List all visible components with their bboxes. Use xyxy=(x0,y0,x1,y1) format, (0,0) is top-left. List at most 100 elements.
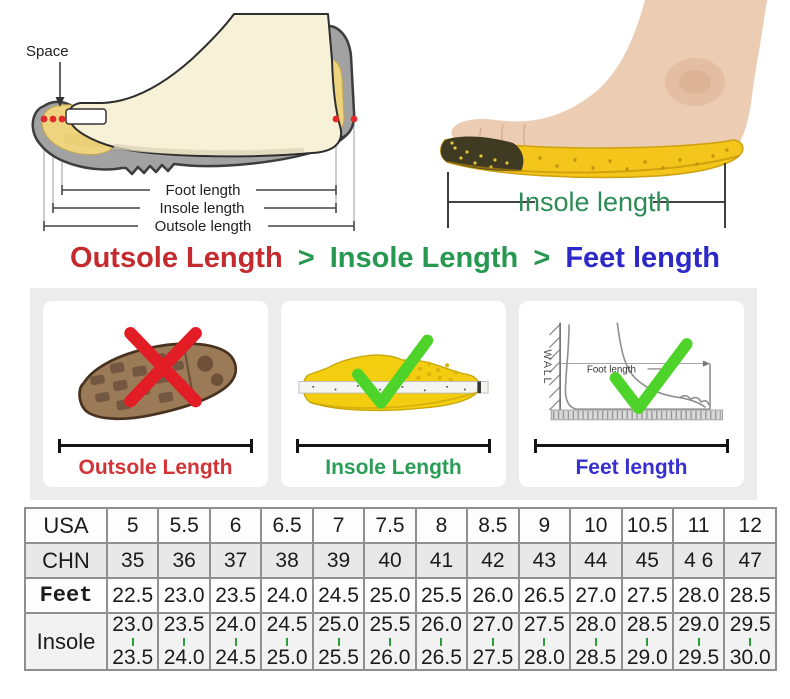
red-marker-dots xyxy=(40,115,358,123)
size-cell-insole: 29.5 30.0 xyxy=(723,611,777,672)
comparison-heading: Outsole Length > Insole Length > Feet le… xyxy=(0,242,790,275)
red-cross-icon xyxy=(124,326,202,408)
heading-outsole: Outsole Length xyxy=(70,242,283,274)
size-cell-feet: 27.5 xyxy=(620,577,674,614)
size-table-body: USA 5 5.5 6 6.5 7 7.5 8 8.5 9 10 10.5 11 12 CHN 35 36 37 3… xyxy=(24,507,777,672)
range-bar xyxy=(131,637,134,646)
foot-shape xyxy=(67,13,343,158)
size-cell-insole: 24.0 24.5 xyxy=(208,611,263,672)
size-cell-chn: 41 xyxy=(414,542,469,579)
size-cell-usa: 10 xyxy=(569,507,623,544)
size-cell-feet: 27.0 xyxy=(569,577,623,614)
size-cell-chn: 39 xyxy=(311,542,366,579)
photo-insole-length-caption: Insole length xyxy=(517,187,670,217)
size-cell-chn: 42 xyxy=(466,542,520,579)
size-cell-chn: 47 xyxy=(723,542,777,579)
greater-than-sign: > xyxy=(533,242,551,274)
size-cell-usa: 6.5 xyxy=(260,507,314,544)
range-bar xyxy=(183,637,186,646)
range-bar xyxy=(749,637,752,646)
size-cell-feet: 23.5 xyxy=(208,577,263,614)
outsole-length-label: Outsole length xyxy=(155,218,252,235)
panel-outsole: Outsole Length xyxy=(43,301,268,487)
insole-side-illustration xyxy=(298,334,489,412)
size-cell-chn: 43 xyxy=(517,542,572,579)
range-bar xyxy=(286,637,289,646)
size-cell-feet: 24.0 xyxy=(260,577,314,614)
dimension-line xyxy=(534,438,729,453)
panel-outsole-label: Outsole Length xyxy=(78,455,233,479)
wall-label: WALL xyxy=(541,349,553,385)
size-cell-insole: 29.0 29.5 xyxy=(671,611,726,672)
size-cell-insole: 28.5 29.0 xyxy=(620,611,674,672)
size-cell-feet: 22.5 xyxy=(105,577,160,614)
range-bar xyxy=(388,637,391,646)
size-cell-chn: 38 xyxy=(260,542,314,579)
inner-foot-length-label: Foot length xyxy=(587,364,636,375)
size-cell-usa: 8.5 xyxy=(466,507,520,544)
size-cell-insole: 23.0 23.5 xyxy=(105,611,160,672)
range-bar xyxy=(234,637,237,646)
row-label-feet: Feet xyxy=(24,577,108,614)
size-cell-usa: 11 xyxy=(671,507,726,544)
size-cell-usa: 10.5 xyxy=(620,507,674,544)
size-cell-chn: 37 xyxy=(208,542,263,579)
foot-photo-shape xyxy=(451,0,767,162)
heading-feet: Feet length xyxy=(565,242,720,274)
green-check-icon xyxy=(352,334,434,409)
measurement-panels: Outsole Length xyxy=(30,288,757,500)
size-cell-feet: 28.5 xyxy=(723,577,777,614)
size-cell-feet: 28.0 xyxy=(671,577,726,614)
range-bar xyxy=(646,637,649,646)
size-cell-feet: 24.5 xyxy=(311,577,366,614)
size-cell-insole: 25.0 25.5 xyxy=(311,611,366,672)
foot-measurement-illustration: WALL Foot length xyxy=(541,322,723,421)
range-bar xyxy=(543,637,546,646)
size-cell-usa: 7 xyxy=(311,507,366,544)
size-cell-insole: 26.0 26.5 xyxy=(414,611,469,672)
table-row-feet: Feet 22.5 23.0 23.5 24.0 24.5 25.0 25.5 26.0 26.5… xyxy=(24,577,777,614)
size-cell-insole: 27.5 28.0 xyxy=(517,611,572,672)
panel-insole-label: Insole Length xyxy=(325,455,462,479)
size-cell-insole: 25.5 26.0 xyxy=(363,611,417,672)
size-cell-usa: 6 xyxy=(208,507,263,544)
foot-length-label: Foot length xyxy=(165,182,240,199)
foot-on-insole-photo: Insole length xyxy=(440,0,767,228)
space-label: Space xyxy=(26,43,69,60)
insole-length-label: Insole length xyxy=(159,200,244,217)
size-cell-feet: 25.0 xyxy=(363,577,417,614)
table-row-chn: CHN 35 36 37 38 39 40 41 42 43 44 45 4 6 47 xyxy=(24,542,777,579)
table-row-usa: USA 5 5.5 6 6.5 7 7.5 8 8.5 9 10 10.5 11 12 xyxy=(24,507,777,544)
size-cell-chn: 4 6 xyxy=(671,542,726,579)
size-cell-chn: 36 xyxy=(157,542,211,579)
row-label-insole: Insole xyxy=(24,611,108,672)
size-cell-insole: 24.5 25.0 xyxy=(260,611,314,672)
row-label-chn: CHN xyxy=(24,542,108,579)
heading-insole: Insole Length xyxy=(329,242,519,274)
size-cell-insole: 28.0 28.5 xyxy=(569,611,623,672)
size-cell-chn: 35 xyxy=(105,542,160,579)
size-conversion-table: USA 5 5.5 6 6.5 7 7.5 8 8.5 9 10 10.5 11 12 CHN 35 36 37 3… xyxy=(24,507,777,672)
size-cell-chn: 45 xyxy=(620,542,674,579)
size-cell-feet: 26.0 xyxy=(466,577,520,614)
outsole-bottom-illustration xyxy=(78,326,237,421)
range-bar xyxy=(337,637,340,646)
row-label-usa: USA xyxy=(24,507,108,544)
size-cell-chn: 44 xyxy=(569,542,623,579)
size-cell-chn: 40 xyxy=(363,542,417,579)
size-cell-usa: 8 xyxy=(414,507,469,544)
size-cell-usa: 7.5 xyxy=(363,507,417,544)
dimension-line xyxy=(58,438,253,453)
panel-feet: WALL Foot length xyxy=(519,301,744,487)
range-bar xyxy=(697,637,700,646)
range-bar xyxy=(594,637,597,646)
panel-insole: Insole Length xyxy=(281,301,506,487)
size-cell-insole: 27.0 27.5 xyxy=(466,611,520,672)
greater-than-sign: > xyxy=(297,242,315,274)
size-cell-feet: 25.5 xyxy=(414,577,469,614)
size-cell-feet: 23.0 xyxy=(157,577,211,614)
size-cell-usa: 9 xyxy=(517,507,572,544)
table-row-insole: Insole 23.0 23.5 23.5 24.0 24.0 24.5 24.5 25.0 25… xyxy=(24,611,777,672)
arrow-right-icon xyxy=(702,360,711,367)
